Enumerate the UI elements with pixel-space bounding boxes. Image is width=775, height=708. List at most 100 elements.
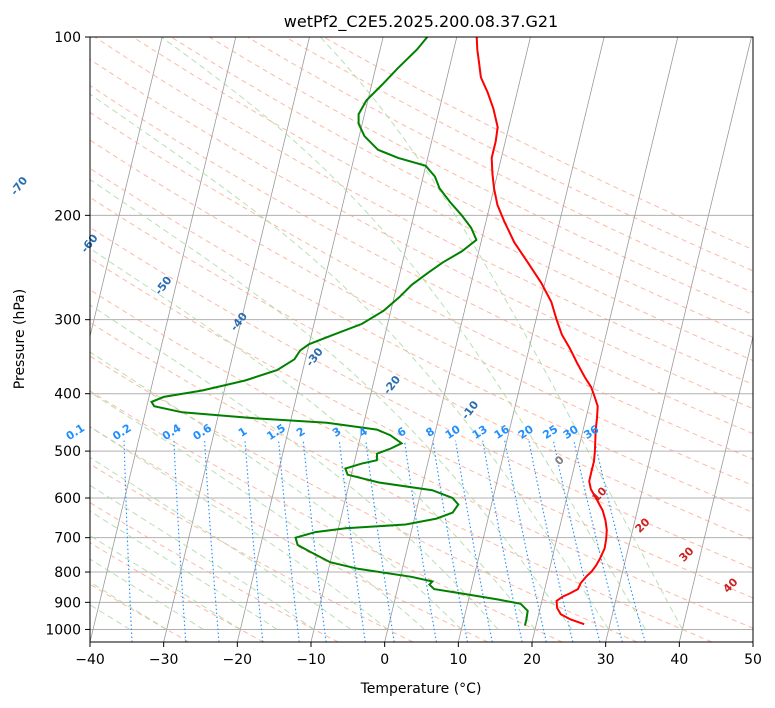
x-tick-label: 10 — [449, 652, 467, 668]
mixing-ratio-line — [573, 440, 623, 642]
moist-adiabat-line — [90, 534, 241, 630]
y-tick-label: 600 — [54, 491, 81, 507]
dry-adiabat-line — [90, 289, 753, 629]
mixing-ratio-line — [504, 440, 547, 642]
isotherm-line — [90, 37, 237, 642]
isotherm-line — [605, 37, 752, 642]
mixing-ratio-line — [123, 440, 133, 642]
dry-adiabat-line — [90, 257, 753, 599]
isotherm-line — [531, 37, 679, 642]
y-axis-ticks: 100 200 300 400 500 600 700 800 900 1000 — [45, 30, 90, 638]
dry-adiabat-line — [90, 426, 488, 642]
dry-adiabat-line — [90, 390, 563, 642]
mixing-ratio-line — [593, 440, 646, 642]
x-tick-label: 20 — [523, 652, 541, 668]
mixing-ratio-line — [173, 440, 187, 642]
mixing-ratio-label: 13 — [470, 423, 490, 442]
x-tick-label: −40 — [75, 652, 105, 668]
mixing-ratio-label: 16 — [492, 422, 512, 441]
mixing-ratio-label: 0.2 — [110, 421, 133, 443]
isotherm-line — [90, 37, 163, 338]
dry-adiabat-label: -30 — [303, 345, 326, 369]
chart-title: wetPf2_C2E5.2025.200.08.37.G21 — [284, 12, 558, 32]
moist-adiabat-line — [90, 391, 425, 630]
mixing-ratio-line — [454, 440, 493, 642]
dry-adiabat-label: 30 — [677, 544, 697, 564]
dry-adiabat-line — [247, 37, 753, 294]
mixing-ratio-line — [244, 440, 264, 642]
mixing-ratio-label: 0.6 — [191, 421, 215, 443]
isotherm-line — [457, 37, 605, 642]
dry-adiabat-line — [90, 583, 190, 642]
mixing-ratio-line — [278, 440, 300, 642]
dry-adiabat-label: -10 — [459, 398, 482, 422]
mixing-ratio-label: 6 — [395, 425, 409, 440]
dry-adiabat-label: -70 — [8, 174, 31, 198]
moist-adiabat-line — [90, 558, 204, 630]
x-axis-label: Temperature (°C) — [360, 681, 482, 697]
mixing-ratio-line — [365, 440, 395, 642]
moist-adiabat-line — [90, 93, 610, 630]
x-tick-label: 40 — [670, 652, 688, 668]
mixing-ratio-line — [552, 440, 601, 642]
moist-adiabat-line — [90, 456, 352, 630]
isotherm-line — [310, 37, 458, 642]
background-lines — [90, 37, 753, 642]
isotherm-line — [236, 37, 384, 642]
dry-adiabat-line — [90, 226, 753, 570]
moist-adiabat-line — [90, 510, 278, 630]
y-tick-label: 400 — [54, 387, 81, 403]
moist-adiabat-line — [90, 179, 573, 630]
y-tick-label: 100 — [54, 30, 81, 46]
y-tick-label: 1000 — [45, 622, 81, 638]
y-axis-label: Pressure (hPa) — [12, 289, 28, 389]
dry-adiabat-label: 0 — [552, 453, 567, 468]
dry-adiabat-line — [90, 139, 753, 487]
x-axis-ticks: −40 −30 −20 −10 0 10 20 30 40 50 — [75, 642, 762, 668]
dry-adiabat-line — [170, 37, 753, 338]
x-tick-label: −10 — [296, 652, 326, 668]
mixing-ratio-label: 1.5 — [264, 421, 287, 443]
adiabat-labels: 0.10.20.40.611.52346810131620253036-100-… — [8, 174, 741, 596]
mixing-ratio-label: 4 — [356, 425, 370, 440]
isotherm-line — [384, 37, 531, 642]
dry-adiabat-line — [323, 37, 753, 251]
isotherm-line — [163, 37, 310, 642]
temperature-line — [475, 37, 608, 626]
mixing-ratio-line — [432, 440, 469, 642]
mixing-ratio-label: 0.1 — [64, 421, 87, 443]
moist-adiabat-line — [90, 304, 499, 630]
isotherm-line — [678, 334, 753, 642]
moist-adiabat-line — [161, 37, 646, 630]
dry-adiabat-label: 40 — [721, 575, 741, 595]
dry-adiabat-line — [90, 463, 414, 642]
mixing-ratio-label: 10 — [443, 422, 463, 441]
dry-adiabat-line — [90, 85, 753, 435]
dry-adiabat-line — [90, 167, 753, 514]
plot-frame — [89, 36, 754, 643]
moist-adiabat-line — [319, 37, 683, 630]
x-tick-label: 0 — [380, 652, 389, 668]
dewpoint-line — [150, 37, 529, 626]
mixing-ratio-line — [482, 440, 523, 642]
dry-adiabat-line — [94, 37, 753, 385]
x-tick-label: 50 — [744, 652, 762, 668]
profile-lines — [150, 37, 608, 626]
mixing-ratio-line — [204, 440, 220, 642]
dry-adiabat-line — [90, 58, 753, 410]
y-tick-label: 500 — [54, 444, 81, 460]
mixing-ratio-label: 2 — [294, 425, 308, 440]
x-tick-label: −30 — [149, 652, 179, 668]
mixing-ratio-label: 1 — [236, 425, 250, 440]
x-tick-label: 30 — [597, 652, 615, 668]
mixing-ratio-label: 30 — [561, 422, 581, 441]
y-tick-label: 700 — [54, 531, 81, 547]
y-tick-label: 300 — [54, 313, 81, 329]
mixing-ratio-line — [338, 440, 366, 642]
moist-adiabat-line — [90, 247, 536, 630]
x-tick-label: −20 — [223, 652, 253, 668]
y-tick-label: 900 — [54, 595, 81, 611]
moist-adiabat-line — [90, 351, 462, 630]
y-tick-label: 800 — [54, 565, 81, 581]
moist-adiabat-line — [90, 484, 315, 630]
